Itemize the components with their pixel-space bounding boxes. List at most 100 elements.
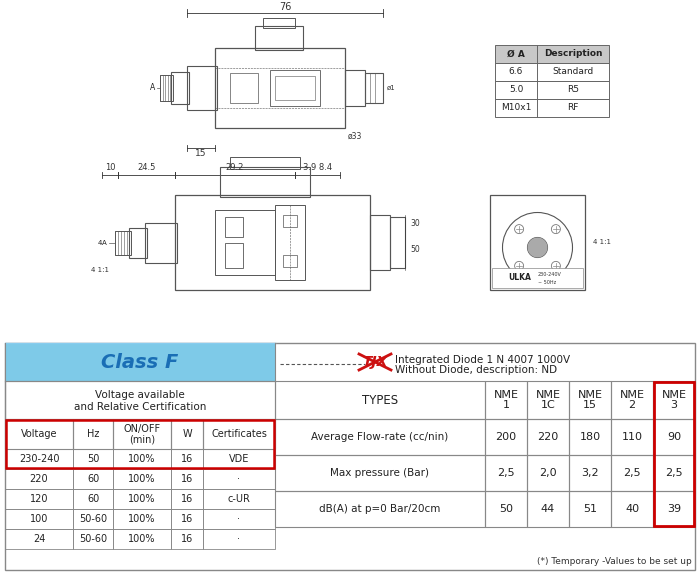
Bar — [171, 449, 203, 469]
Bar — [275, 381, 485, 419]
Text: 200: 200 — [496, 432, 517, 442]
Bar — [215, 210, 275, 275]
Text: 29.2: 29.2 — [226, 164, 244, 172]
Text: W: W — [182, 429, 192, 439]
Bar — [527, 455, 569, 491]
Bar — [203, 449, 275, 469]
Bar — [73, 509, 113, 529]
Text: Hz: Hz — [87, 429, 99, 439]
Bar — [230, 157, 300, 169]
Text: 5.0: 5.0 — [509, 85, 523, 94]
Text: 2,5: 2,5 — [497, 468, 514, 478]
Text: Certificates: Certificates — [211, 429, 267, 439]
Text: 50-60: 50-60 — [79, 534, 107, 544]
Bar — [275, 455, 485, 491]
Bar — [203, 529, 275, 549]
Text: 3,2: 3,2 — [581, 468, 598, 478]
Text: ON/OFF: ON/OFF — [123, 424, 160, 434]
Bar — [203, 509, 275, 529]
Text: 16: 16 — [181, 474, 193, 484]
Bar — [5, 343, 695, 570]
Text: R5: R5 — [567, 85, 579, 94]
Bar — [175, 195, 370, 290]
Text: ·: · — [237, 534, 241, 544]
Text: TYPES: TYPES — [362, 393, 398, 407]
Text: Voltage: Voltage — [21, 429, 57, 439]
Text: Max pressure (Bar): Max pressure (Bar) — [330, 468, 430, 478]
Text: (*) Temporary -Values to be set up: (*) Temporary -Values to be set up — [538, 557, 695, 566]
Bar — [611, 455, 653, 491]
Bar — [492, 268, 583, 288]
Bar — [365, 73, 383, 103]
Bar — [611, 381, 653, 419]
Bar — [73, 489, 113, 509]
Text: RF: RF — [567, 104, 579, 112]
Bar — [73, 419, 113, 449]
Text: 39: 39 — [667, 504, 681, 514]
Text: 2: 2 — [629, 400, 636, 410]
Bar — [115, 231, 131, 255]
Bar — [171, 509, 203, 529]
Bar — [171, 419, 203, 449]
Bar — [225, 243, 243, 268]
Text: TJX: TJX — [363, 355, 388, 369]
Text: 16: 16 — [181, 494, 193, 504]
Bar — [485, 491, 527, 527]
Text: 15: 15 — [195, 150, 206, 158]
Text: 16: 16 — [181, 534, 193, 544]
Bar — [73, 529, 113, 549]
Bar — [5, 381, 275, 419]
Text: VDE: VDE — [229, 454, 249, 464]
Bar — [653, 455, 695, 491]
Text: 100%: 100% — [128, 474, 155, 484]
Text: NME: NME — [620, 390, 645, 400]
Bar — [283, 215, 297, 227]
Text: ULKA: ULKA — [508, 274, 531, 282]
Bar — [5, 489, 73, 509]
Bar — [275, 419, 485, 455]
Text: 15: 15 — [583, 400, 597, 410]
Bar — [203, 469, 275, 489]
Text: ø1: ø1 — [387, 85, 395, 91]
Bar — [113, 419, 171, 449]
Bar — [485, 381, 527, 419]
Bar — [171, 72, 189, 104]
Bar — [113, 509, 171, 529]
Text: 180: 180 — [580, 432, 601, 442]
Bar — [113, 449, 171, 469]
Text: 110: 110 — [622, 432, 643, 442]
Bar — [220, 167, 310, 197]
Bar — [485, 419, 527, 455]
Text: 76: 76 — [279, 2, 291, 12]
Text: Standard: Standard — [552, 67, 594, 77]
Text: Class F: Class F — [102, 353, 178, 372]
Bar — [275, 205, 305, 280]
Text: 24: 24 — [33, 534, 46, 544]
Text: 4: 4 — [97, 240, 102, 246]
Text: 120: 120 — [29, 494, 48, 504]
Bar — [490, 195, 585, 290]
Bar — [654, 382, 694, 526]
Text: and Relative Certification: and Relative Certification — [74, 402, 206, 412]
Bar — [113, 469, 171, 489]
Circle shape — [528, 237, 547, 257]
Text: 16: 16 — [181, 454, 193, 464]
Text: 50: 50 — [87, 454, 99, 464]
Text: 100%: 100% — [128, 514, 155, 524]
Text: 10: 10 — [105, 164, 116, 172]
Bar — [5, 509, 73, 529]
Bar — [5, 449, 73, 469]
Text: 2,0: 2,0 — [539, 468, 556, 478]
Text: 51: 51 — [583, 504, 597, 514]
Text: Description: Description — [544, 50, 602, 59]
Bar — [129, 228, 147, 258]
Bar — [275, 491, 485, 527]
Bar — [73, 449, 113, 469]
Text: 24.5: 24.5 — [137, 164, 155, 172]
Bar — [263, 18, 295, 28]
Text: ·: · — [237, 474, 241, 484]
Text: 2,5: 2,5 — [665, 468, 682, 478]
Bar — [569, 491, 611, 527]
Bar — [569, 381, 611, 419]
Text: 230-240V: 230-240V — [538, 271, 562, 276]
